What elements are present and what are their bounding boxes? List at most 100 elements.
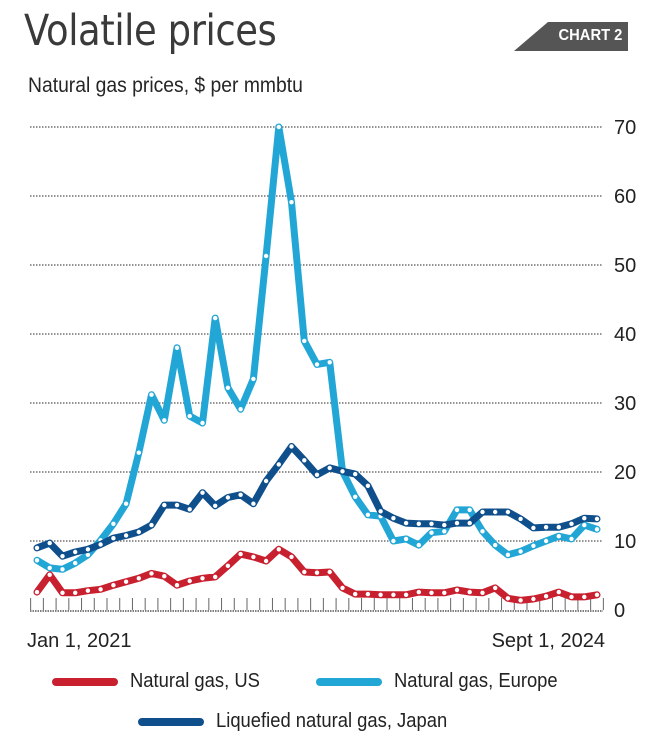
data-point [429,590,434,595]
data-point [480,509,485,515]
data-point [340,469,345,474]
data-point [251,376,256,382]
data-point [569,521,574,526]
data-point [187,413,192,419]
legend-label-europe: Natural gas, Europe [394,670,558,692]
data-point [353,591,358,597]
data-point [187,578,192,584]
data-point [136,450,141,455]
data-point [149,522,154,528]
chart-subtitle: Natural gas prices, $ per mmbtu [28,74,303,97]
series-natural-gas-us [33,545,601,604]
data-point [73,549,78,555]
data-point [403,592,409,597]
data-point [543,525,549,530]
data-point [391,592,396,597]
legend-swatch-europe [316,677,382,686]
data-point [467,507,472,513]
data-point [442,529,447,534]
data-point [543,594,549,599]
data-point [85,547,91,552]
data-point [276,462,281,467]
data-point [162,502,167,508]
data-point [327,465,332,471]
data-point [594,516,600,522]
y-tick-label-70: 70 [614,117,636,139]
data-point [302,338,307,344]
data-point [149,571,154,576]
data-point [98,587,103,592]
data-point [378,592,383,597]
data-point [353,494,358,499]
y-tick-label-60: 60 [614,186,636,208]
data-point [136,529,141,535]
data-point [289,554,294,560]
legend-label-us: Natural gas, US [130,670,260,692]
data-point [111,521,116,526]
data-point [454,587,460,593]
data-point [594,592,600,597]
data-point [47,565,52,571]
legend-item-us: Natural gas, US [52,670,271,693]
data-point [85,552,91,557]
data-point [340,585,345,591]
legend-swatch-us [52,677,118,686]
data-point [34,558,40,563]
data-point [556,589,561,595]
data-point [213,574,218,580]
data-point [47,540,52,546]
data-point [289,200,294,205]
x-tick-label-end: Sept 1, 2024 [492,630,605,652]
data-point [493,585,498,591]
data-point [238,551,243,557]
data-point [111,536,116,541]
data-point [416,521,421,526]
data-point [480,590,485,595]
series-line [33,443,601,560]
data-point [505,509,511,515]
legend-label-japan: Liquefied natural gas, Japan [216,710,448,732]
data-point [493,542,498,548]
data-point [543,538,549,544]
data-point [60,590,65,595]
data-point [60,567,65,572]
data-point [531,596,536,602]
series-lines [33,123,601,604]
data-point [34,589,40,595]
data-point [73,560,78,566]
y-tick-label-30: 30 [614,393,636,415]
data-point [505,552,511,557]
data-point [238,492,243,497]
data-point [327,360,332,365]
data-point [251,501,256,506]
data-point [365,483,371,488]
data-point [467,589,472,595]
data-point [251,554,256,560]
y-tick-label-10: 10 [614,531,636,553]
data-point [200,420,205,426]
x-tick-label-start: Jan 1, 2021 [27,630,132,652]
data-point [174,345,180,350]
data-point [98,542,103,547]
data-point [263,253,269,259]
data-point [518,549,523,554]
y-tick-label-50: 50 [614,255,636,277]
data-point [569,536,574,542]
data-point [276,547,281,552]
data-point [442,590,447,595]
y-axis-ticks: 0 10 20 30 40 50 60 70 [614,117,636,622]
data-point [365,512,371,517]
data-point [429,530,434,535]
data-point [569,594,574,600]
data-point [505,596,511,601]
data-point [403,536,409,542]
data-point [518,516,523,522]
data-point [442,522,447,528]
data-point [200,490,205,495]
data-point [111,583,116,588]
data-point [582,522,587,528]
data-point [556,534,561,539]
data-point [454,507,460,513]
chart-title: Volatile prices [24,6,277,56]
data-point [34,545,40,551]
